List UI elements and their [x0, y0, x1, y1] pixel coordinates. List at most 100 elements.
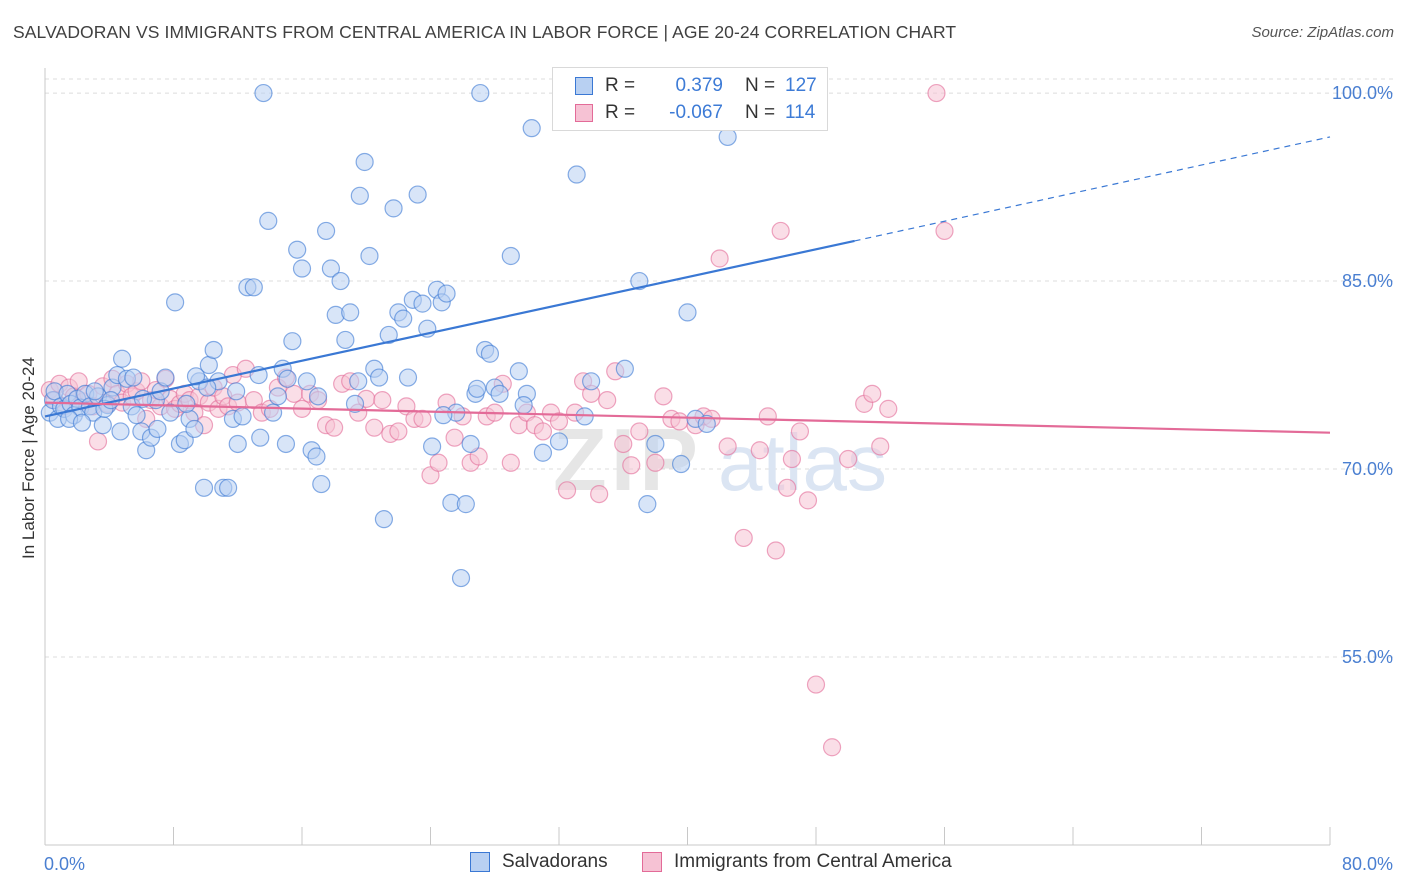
- point-salvadorans: [251, 428, 270, 447]
- point-salvadorans: [244, 278, 263, 297]
- point-salvadorans: [567, 165, 586, 184]
- point-salvadorans: [360, 246, 379, 266]
- point-salvadorans: [177, 394, 196, 413]
- point-immigrants: [871, 437, 890, 456]
- point-salvadorans: [413, 294, 432, 313]
- point-salvadorans: [233, 407, 252, 426]
- point-immigrants: [533, 422, 553, 441]
- point-salvadorans: [321, 259, 341, 278]
- point-immigrants: [614, 434, 633, 454]
- point-salvadorans: [374, 510, 394, 529]
- chart-title: SALVADORAN VS IMMIGRANTS FROM CENTRAL AM…: [13, 22, 957, 42]
- point-immigrants: [389, 422, 408, 441]
- point-salvadorans: [398, 368, 418, 387]
- point-immigrants: [549, 412, 569, 431]
- point-salvadorans: [259, 211, 278, 230]
- point-salvadorans: [283, 332, 302, 351]
- point-salvadorans: [72, 413, 92, 432]
- point-salvadorans: [312, 474, 331, 494]
- point-salvadorans: [341, 303, 360, 322]
- point-immigrants: [445, 428, 464, 447]
- legend-n-value: 127: [785, 75, 817, 96]
- point-immigrants: [927, 83, 946, 103]
- point-salvadorans: [268, 387, 288, 406]
- point-salvadorans: [228, 434, 247, 454]
- point-salvadorans: [278, 369, 297, 388]
- point-salvadorans: [156, 368, 175, 387]
- point-immigrants: [325, 418, 344, 437]
- legend-r-value: -0.067: [669, 102, 723, 123]
- legend-r-label: R =: [605, 75, 636, 96]
- point-salvadorans: [263, 403, 283, 422]
- point-salvadorans: [227, 382, 246, 401]
- y-tick-label: 55.0%: [1342, 647, 1393, 667]
- point-salvadorans: [384, 199, 403, 218]
- series-legend: Salvadorans Immigrants from Central Amer…: [0, 851, 1406, 877]
- point-immigrants: [863, 384, 882, 403]
- y-tick-label: 70.0%: [1342, 459, 1393, 479]
- legend-item-salvadorans: Salvadorans: [470, 851, 608, 873]
- x-tick-label: 0.0%: [44, 854, 85, 874]
- point-immigrants: [654, 387, 673, 406]
- legend-r-value: 0.379: [675, 75, 723, 96]
- point-salvadorans: [379, 325, 398, 345]
- point-salvadorans: [307, 447, 326, 466]
- legend-n-label: N =: [745, 102, 776, 123]
- point-salvadorans: [198, 378, 217, 397]
- point-immigrants: [413, 409, 432, 429]
- legend-swatch-pink: [575, 104, 593, 122]
- point-salvadorans: [697, 414, 716, 434]
- trend-line-immigrants: [44, 401, 1331, 434]
- point-salvadorans: [345, 394, 365, 413]
- legend-swatch-pink: [642, 852, 662, 872]
- point-salvadorans: [480, 344, 500, 363]
- point-immigrants: [557, 481, 577, 500]
- point-salvadorans: [336, 330, 355, 350]
- point-salvadorans: [292, 259, 312, 278]
- point-salvadorans: [276, 434, 296, 454]
- point-immigrants: [501, 453, 520, 472]
- point-salvadorans: [678, 303, 697, 322]
- point-salvadorans: [204, 340, 223, 360]
- point-salvadorans: [350, 186, 369, 205]
- point-immigrants: [598, 391, 617, 410]
- y-tick-label: 100.0%: [1332, 83, 1393, 103]
- point-salvadorans: [254, 83, 273, 103]
- point-immigrants: [758, 407, 777, 426]
- point-salvadorans: [437, 284, 456, 303]
- source-label: Source: ZipAtlas.com: [1251, 24, 1394, 41]
- point-salvadorans: [85, 382, 104, 401]
- point-immigrants: [935, 221, 954, 241]
- point-salvadorans: [501, 246, 520, 266]
- point-immigrants: [710, 249, 729, 268]
- point-salvadorans: [161, 403, 180, 422]
- point-salvadorans: [490, 384, 509, 403]
- y-axis-label: In Labor Force | Age 20-24: [19, 357, 38, 559]
- point-salvadorans: [582, 372, 601, 391]
- point-salvadorans: [111, 422, 130, 441]
- point-salvadorans: [194, 478, 214, 497]
- point-salvadorans: [549, 432, 569, 451]
- point-immigrants: [718, 437, 737, 456]
- point-immigrants: [750, 441, 769, 460]
- point-immigrants: [790, 422, 810, 441]
- point-salvadorans: [646, 434, 665, 454]
- trend-line-salvadorans-extension: [854, 136, 1331, 242]
- legend-row-salvadorans: R = 0.379 N = 127: [575, 74, 817, 98]
- point-salvadorans: [630, 271, 649, 291]
- point-salvadorans: [93, 416, 112, 435]
- point-immigrants: [670, 412, 689, 431]
- point-salvadorans: [127, 406, 146, 425]
- legend-r-label: R =: [605, 102, 636, 123]
- point-salvadorans: [148, 419, 167, 439]
- point-salvadorans: [434, 406, 453, 425]
- point-immigrants: [879, 399, 898, 418]
- point-immigrants: [771, 221, 790, 241]
- trend-lines: [44, 136, 1331, 434]
- point-salvadorans: [166, 293, 185, 312]
- point-salvadorans: [316, 221, 336, 241]
- point-salvadorans: [185, 419, 204, 439]
- point-salvadorans: [331, 271, 350, 291]
- point-salvadorans: [370, 368, 389, 387]
